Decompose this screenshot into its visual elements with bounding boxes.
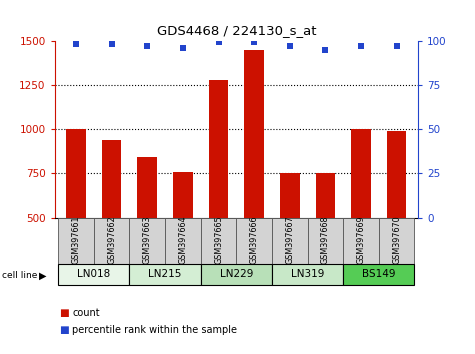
Bar [58,218,94,264]
Bar [343,218,379,264]
Point [143,43,151,49]
Point [179,45,187,51]
Point [108,41,115,47]
Text: ▶: ▶ [39,270,47,280]
Text: LN215: LN215 [148,269,182,279]
Text: GSM397667: GSM397667 [285,216,294,264]
Text: GSM397668: GSM397668 [321,216,330,264]
Bar [129,218,165,264]
Text: GSM397664: GSM397664 [179,216,187,264]
Bar [173,172,193,306]
Text: GSM397669: GSM397669 [357,216,365,264]
Bar [209,80,228,306]
Point [322,47,329,52]
Bar [201,264,272,285]
Text: LN319: LN319 [291,269,324,279]
Bar [137,156,157,306]
Bar [343,264,414,285]
Bar [201,218,237,264]
Text: GSM397665: GSM397665 [214,216,223,264]
Text: ■: ■ [59,308,69,318]
Text: count: count [72,308,100,318]
Bar [244,50,264,306]
Text: GSM397666: GSM397666 [250,216,258,264]
Bar [58,264,129,285]
Bar [94,218,129,264]
Text: GSM397662: GSM397662 [107,216,116,264]
Text: GSM397670: GSM397670 [392,216,401,264]
Bar [280,172,300,306]
Point [72,41,80,47]
Bar [315,173,335,306]
Bar [387,131,407,306]
Point [215,40,222,45]
Bar [308,218,343,264]
Text: GSM397663: GSM397663 [143,216,152,264]
Bar [351,129,371,306]
Bar [165,218,200,264]
Text: LN229: LN229 [219,269,253,279]
Text: BS149: BS149 [362,269,396,279]
Bar [272,218,308,264]
Bar [129,264,200,285]
Text: percentile rank within the sample: percentile rank within the sample [72,325,237,335]
Bar [272,264,343,285]
Bar [66,129,86,306]
Point [393,43,400,49]
Text: ■: ■ [59,325,69,335]
Text: cell line: cell line [2,271,38,280]
Bar [237,218,272,264]
Point [250,40,258,45]
Title: GDS4468 / 224130_s_at: GDS4468 / 224130_s_at [157,24,316,37]
Bar [379,218,414,264]
Point [357,43,365,49]
Text: GSM397661: GSM397661 [72,216,80,264]
Bar [102,140,122,306]
Text: LN018: LN018 [77,269,110,279]
Point [286,43,294,49]
